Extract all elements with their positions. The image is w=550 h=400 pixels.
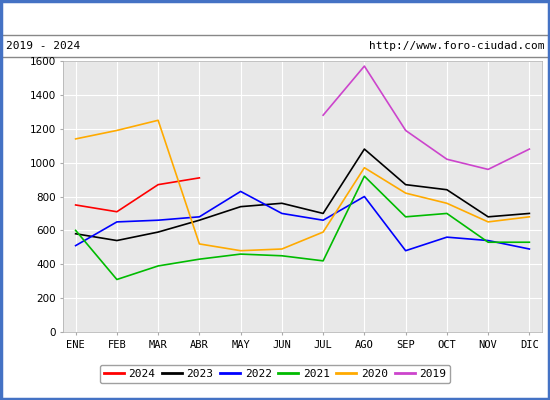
Text: http://www.foro-ciudad.com: http://www.foro-ciudad.com — [369, 41, 544, 51]
Legend: 2024, 2023, 2022, 2021, 2020, 2019: 2024, 2023, 2022, 2021, 2020, 2019 — [100, 364, 450, 384]
Text: Evolucion Nº Turistas Extranjeros en el municipio de Fortuna: Evolucion Nº Turistas Extranjeros en el … — [65, 10, 485, 24]
Text: 2019 - 2024: 2019 - 2024 — [6, 41, 80, 51]
